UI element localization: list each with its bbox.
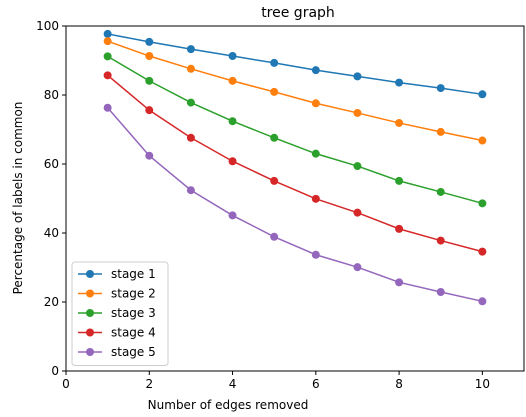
y-tick-label: 0 <box>51 364 59 378</box>
series-5 <box>103 103 487 306</box>
data-point <box>103 71 112 80</box>
y-tick-label: 40 <box>44 226 59 240</box>
x-tick-label: 8 <box>395 377 403 391</box>
y-axis-label: Percentage of labels in common <box>11 102 25 295</box>
data-point <box>228 117 237 126</box>
series-line <box>107 40 483 142</box>
legend-swatch-marker <box>86 270 94 278</box>
data-point <box>270 232 279 241</box>
data-point <box>145 76 154 85</box>
data-point <box>145 52 154 61</box>
data-point <box>270 133 279 142</box>
data-point <box>478 90 487 99</box>
data-point <box>228 211 237 220</box>
data-point <box>145 37 154 46</box>
data-point <box>395 118 404 127</box>
data-point <box>353 108 362 117</box>
data-point <box>186 45 195 54</box>
legend-label: stage 3 <box>111 306 156 320</box>
data-point <box>270 58 279 67</box>
data-point <box>395 176 404 185</box>
data-point <box>353 208 362 217</box>
data-point <box>353 263 362 272</box>
legend-swatch-marker <box>86 289 94 298</box>
series-3 <box>103 52 487 208</box>
series-line <box>107 55 483 205</box>
y-axis-ticks: 0 20 40 60 80 100 <box>36 19 66 378</box>
data-point <box>103 52 112 61</box>
series-line <box>107 33 483 96</box>
series-line <box>107 74 483 253</box>
plot-series <box>103 29 487 306</box>
x-tick-label: 10 <box>475 377 490 391</box>
series-2 <box>103 37 487 145</box>
legend: stage 1 stage 2 stage 3 stage 4 stage 5 <box>71 261 169 366</box>
data-point <box>436 187 445 196</box>
y-tick-label: 20 <box>44 295 59 309</box>
x-tick-label: 6 <box>312 377 320 391</box>
data-point <box>228 52 237 61</box>
legend-label: stage 2 <box>111 287 156 301</box>
data-point <box>311 149 320 158</box>
y-tick-label: 100 <box>36 19 59 33</box>
x-tick-label: 0 <box>62 377 70 391</box>
y-tick-label: 60 <box>44 157 59 171</box>
data-point <box>478 199 487 208</box>
x-axis-ticks: 0 2 4 6 8 10 <box>62 371 490 391</box>
data-point <box>436 84 445 93</box>
data-point <box>436 287 445 296</box>
legend-swatch-marker <box>86 348 94 356</box>
x-axis-label: Number of edges removed <box>148 398 309 412</box>
data-point <box>186 186 195 195</box>
data-point <box>478 297 487 306</box>
data-point <box>228 76 237 85</box>
data-point <box>145 106 154 115</box>
series-1 <box>103 29 487 99</box>
legend-label: stage 4 <box>111 326 156 340</box>
data-point <box>270 176 279 185</box>
x-tick-label: 4 <box>229 377 237 391</box>
data-point <box>103 37 112 46</box>
y-tick-label: 80 <box>44 88 59 102</box>
legend-box <box>71 261 169 366</box>
legend-entry: stage 1 <box>78 267 156 281</box>
legend-swatch-marker <box>86 309 94 317</box>
data-point <box>436 236 445 245</box>
series-4 <box>103 71 487 256</box>
data-point <box>353 72 362 81</box>
data-point <box>186 64 195 73</box>
data-point <box>395 224 404 233</box>
data-point <box>436 127 445 136</box>
data-point <box>103 103 112 112</box>
legend-swatch-marker <box>86 328 94 337</box>
legend-entry: stage 5 <box>78 345 156 359</box>
data-point <box>353 162 362 171</box>
data-point <box>186 98 195 107</box>
legend-entry: stage 4 <box>78 326 156 340</box>
chart-title: tree graph <box>261 5 335 21</box>
data-point <box>145 151 154 160</box>
x-tick-label: 2 <box>145 377 153 391</box>
legend-label: stage 5 <box>111 345 156 359</box>
data-point <box>311 99 320 108</box>
series-line <box>107 107 483 303</box>
data-point <box>478 136 487 145</box>
data-point <box>478 247 487 256</box>
data-point <box>311 250 320 259</box>
legend-entry: stage 2 <box>78 287 156 301</box>
data-point <box>311 66 320 75</box>
data-point <box>395 278 404 287</box>
legend-entry: stage 3 <box>78 306 156 320</box>
legend-label: stage 1 <box>111 267 156 281</box>
data-point <box>103 29 112 38</box>
plot-frame <box>65 25 525 372</box>
data-point <box>311 194 320 203</box>
data-point <box>395 78 404 87</box>
data-point <box>228 157 237 166</box>
data-point <box>186 133 195 142</box>
data-point <box>270 87 279 96</box>
